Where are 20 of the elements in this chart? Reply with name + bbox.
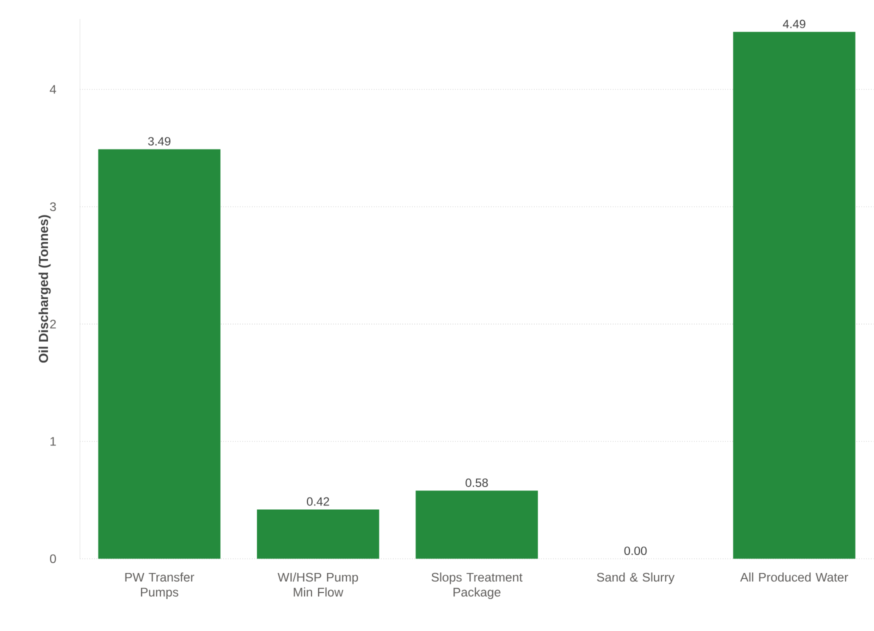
- data-label: 0.00: [624, 546, 647, 556]
- data-label: 0.42: [306, 497, 330, 506]
- bar: [733, 32, 856, 559]
- data-label: 0.58: [466, 478, 488, 488]
- data-label: 4.49: [782, 20, 806, 28]
- bar: [256, 510, 380, 559]
- x-tick-label: All Produced Water: [740, 572, 848, 582]
- bar: [416, 490, 538, 559]
- y-tick-label: 0: [50, 554, 56, 564]
- x-tick-label: Sand & Slurry: [596, 572, 675, 584]
- x-tick-label: WI/HSP Pump Min Flow: [278, 572, 358, 597]
- data-label: 3.49: [148, 137, 170, 146]
- y-tick-label: 2: [50, 320, 56, 329]
- bar: [98, 149, 220, 559]
- y-tick-label: 1: [50, 437, 56, 446]
- y-tick-label: 3: [50, 202, 56, 212]
- y-tick-label: 4: [50, 85, 56, 94]
- y-axis-title: Oil Discharged (Tonnes): [38, 215, 51, 363]
- x-tick-label: Slops Treatment Package: [432, 572, 522, 600]
- x-tick-label: PW Transfer Pumps: [125, 572, 194, 600]
